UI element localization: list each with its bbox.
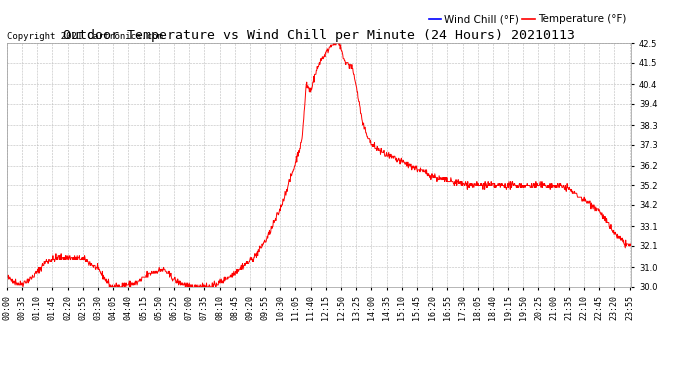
- Legend: Wind Chill (°F), Temperature (°F): Wind Chill (°F), Temperature (°F): [428, 14, 626, 24]
- Text: Copyright 2021 Cartronics.com: Copyright 2021 Cartronics.com: [7, 32, 163, 41]
- Title: Outdoor Temperature vs Wind Chill per Minute (24 Hours) 20210113: Outdoor Temperature vs Wind Chill per Mi…: [63, 29, 575, 42]
